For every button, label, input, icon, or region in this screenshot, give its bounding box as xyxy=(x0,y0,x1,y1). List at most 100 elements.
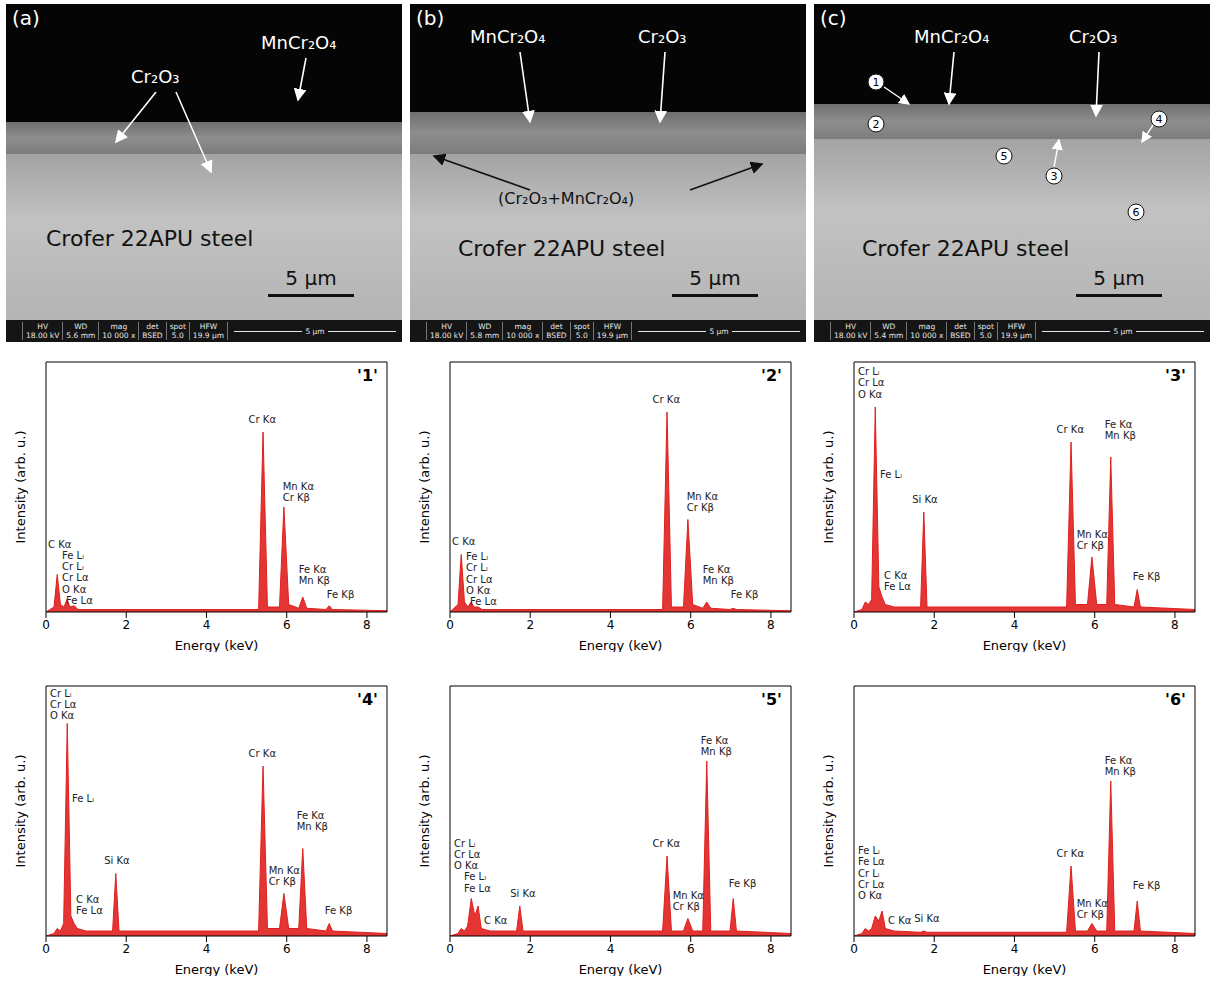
svg-text:6: 6 xyxy=(1091,942,1099,956)
svg-text:Cr Kα: Cr Kα xyxy=(249,414,277,425)
svg-text:Fe Kα: Fe Kα xyxy=(297,810,325,821)
svg-text:O Kα: O Kα xyxy=(454,860,479,871)
svg-text:Cr Lα: Cr Lα xyxy=(50,699,77,710)
svg-text:8: 8 xyxy=(1171,942,1179,956)
svg-text:Cr Kβ: Cr Kβ xyxy=(283,492,310,503)
svg-text:Fe Kβ: Fe Kβ xyxy=(729,878,756,889)
svg-text:Intensity (arb. u.): Intensity (arb. u.) xyxy=(821,430,836,543)
svg-text:Mn Kβ: Mn Kβ xyxy=(297,821,328,832)
svg-text:Fe Lₗ: Fe Lₗ xyxy=(72,793,94,804)
svg-text:O Kα: O Kα xyxy=(62,584,87,595)
svg-text:Energy (keV): Energy (keV) xyxy=(175,638,259,652)
svg-text:6: 6 xyxy=(1091,618,1099,632)
svg-text:Cr Kβ: Cr Kβ xyxy=(687,502,714,513)
svg-text:Fe Lₗ: Fe Lₗ xyxy=(62,550,84,561)
svg-text:1: 1 xyxy=(873,76,880,89)
svg-text:0: 0 xyxy=(446,618,454,632)
svg-text:4: 4 xyxy=(607,942,615,956)
svg-text:Cr Lα: Cr Lα xyxy=(62,572,89,583)
svg-text:C Kα: C Kα xyxy=(452,536,476,547)
svg-text:Fe Kβ: Fe Kβ xyxy=(325,905,352,916)
svg-text:Cr Kα: Cr Kα xyxy=(653,394,681,405)
svg-text:Cr Lα: Cr Lα xyxy=(454,849,481,860)
svg-text:2: 2 xyxy=(873,118,880,131)
svg-text:Intensity (arb. u.): Intensity (arb. u.) xyxy=(821,754,836,867)
svg-text:4: 4 xyxy=(203,942,211,956)
svg-text:Mn Kα: Mn Kα xyxy=(1077,529,1109,540)
svg-text:Cr Lα: Cr Lα xyxy=(858,377,885,388)
svg-text:8: 8 xyxy=(1171,618,1179,632)
svg-text:Intensity (arb. u.): Intensity (arb. u.) xyxy=(13,754,28,867)
svg-text:Cr Lα: Cr Lα xyxy=(858,879,885,890)
svg-text:6: 6 xyxy=(1133,206,1140,219)
svg-text:2: 2 xyxy=(930,618,938,632)
svg-text:Intensity (arb. u.): Intensity (arb. u.) xyxy=(417,754,432,867)
svg-text:4: 4 xyxy=(1156,113,1163,126)
svg-text:2: 2 xyxy=(526,618,534,632)
svg-text:Fe Lα: Fe Lα xyxy=(76,905,103,916)
svg-text:C Kα: C Kα xyxy=(48,539,72,550)
svg-text:O Kα: O Kα xyxy=(50,710,75,721)
svg-text:Fe Lα: Fe Lα xyxy=(66,595,93,606)
svg-text:Mn Kβ: Mn Kβ xyxy=(701,746,732,757)
svg-text:4: 4 xyxy=(203,618,211,632)
svg-text:4: 4 xyxy=(607,618,615,632)
svg-text:Si Kα: Si Kα xyxy=(104,855,130,866)
svg-text:0: 0 xyxy=(850,942,858,956)
svg-text:Si Kα: Si Kα xyxy=(912,494,938,505)
svg-text:Fe Kα: Fe Kα xyxy=(299,564,327,575)
svg-text:Mn Kβ: Mn Kβ xyxy=(703,575,734,586)
svg-text:Fe Kα: Fe Kα xyxy=(703,564,731,575)
svg-text:2: 2 xyxy=(526,942,534,956)
svg-text:Fe Lα: Fe Lα xyxy=(858,856,885,867)
svg-text:Fe Lα: Fe Lα xyxy=(470,596,497,607)
svg-text:C Kα: C Kα xyxy=(888,915,912,926)
svg-text:Intensity (arb. u.): Intensity (arb. u.) xyxy=(417,430,432,543)
svg-text:Si Kα: Si Kα xyxy=(510,888,536,899)
svg-text:Fe Kα: Fe Kα xyxy=(1105,419,1133,430)
svg-text:4: 4 xyxy=(1011,942,1019,956)
svg-text:Cr Kβ: Cr Kβ xyxy=(673,901,700,912)
svg-text:Cr Lₗ: Cr Lₗ xyxy=(858,868,880,879)
svg-text:Energy (keV): Energy (keV) xyxy=(579,962,663,976)
svg-text:Energy (keV): Energy (keV) xyxy=(175,962,259,976)
svg-text:Cr Kα: Cr Kα xyxy=(249,748,277,759)
svg-text:0: 0 xyxy=(850,618,858,632)
svg-text:O Kα: O Kα xyxy=(466,585,491,596)
svg-text:2: 2 xyxy=(122,618,130,632)
svg-text:8: 8 xyxy=(767,618,775,632)
svg-text:6: 6 xyxy=(687,942,695,956)
svg-text:Fe Lₗ: Fe Lₗ xyxy=(466,551,488,562)
svg-text:Cr Lₗ: Cr Lₗ xyxy=(466,562,488,573)
svg-text:Fe Kβ: Fe Kβ xyxy=(327,589,354,600)
svg-text:6: 6 xyxy=(283,942,291,956)
svg-text:6: 6 xyxy=(687,618,695,632)
svg-text:Fe Kβ: Fe Kβ xyxy=(731,589,758,600)
svg-text:Cr Kβ: Cr Kβ xyxy=(1077,909,1104,920)
svg-text:Fe Kβ: Fe Kβ xyxy=(1133,571,1160,582)
svg-text:5: 5 xyxy=(1001,150,1008,163)
svg-text:Mn Kα: Mn Kα xyxy=(1077,898,1109,909)
svg-text:Mn Kβ: Mn Kβ xyxy=(1105,430,1136,441)
svg-text:3: 3 xyxy=(1051,170,1058,183)
svg-text:Cr Kβ: Cr Kβ xyxy=(1077,540,1104,551)
svg-text:O Kα: O Kα xyxy=(858,389,883,400)
svg-text:Mn Kα: Mn Kα xyxy=(673,890,705,901)
svg-text:Energy (keV): Energy (keV) xyxy=(983,962,1067,976)
svg-text:Fe Lₗ: Fe Lₗ xyxy=(464,871,486,882)
svg-text:Cr Lₗ: Cr Lₗ xyxy=(50,688,72,699)
svg-text:0: 0 xyxy=(42,618,50,632)
svg-text:Energy (keV): Energy (keV) xyxy=(983,638,1067,652)
svg-text:Energy (keV): Energy (keV) xyxy=(579,638,663,652)
svg-text:Fe Lₗ: Fe Lₗ xyxy=(880,469,902,480)
svg-text:Fe Lₗ: Fe Lₗ xyxy=(858,845,880,856)
svg-text:Mn Kβ: Mn Kβ xyxy=(1105,766,1136,777)
svg-text:Cr Kα: Cr Kα xyxy=(1057,424,1085,435)
svg-text:0: 0 xyxy=(42,942,50,956)
svg-text:Cr Lₗ: Cr Lₗ xyxy=(454,838,476,849)
svg-text:8: 8 xyxy=(363,942,371,956)
svg-text:8: 8 xyxy=(767,942,775,956)
svg-text:Fe Kα: Fe Kα xyxy=(701,735,729,746)
svg-text:Si Kα: Si Kα xyxy=(914,913,940,924)
svg-text:C Kα: C Kα xyxy=(484,915,508,926)
